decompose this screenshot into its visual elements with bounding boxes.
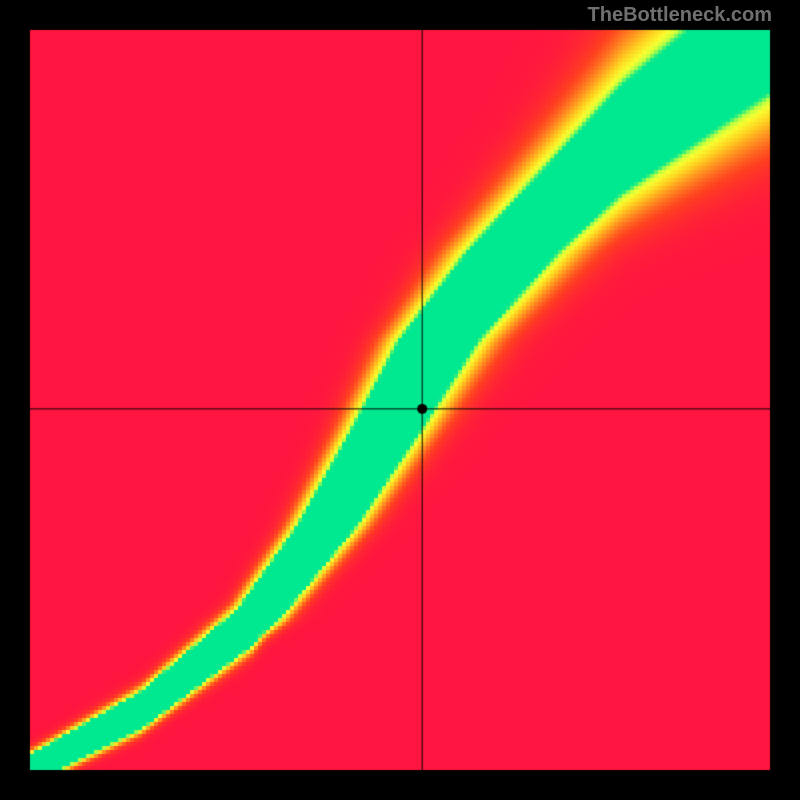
figure-container: TheBottleneck.com <box>0 0 800 800</box>
bottleneck-heatmap-canvas <box>0 0 800 800</box>
